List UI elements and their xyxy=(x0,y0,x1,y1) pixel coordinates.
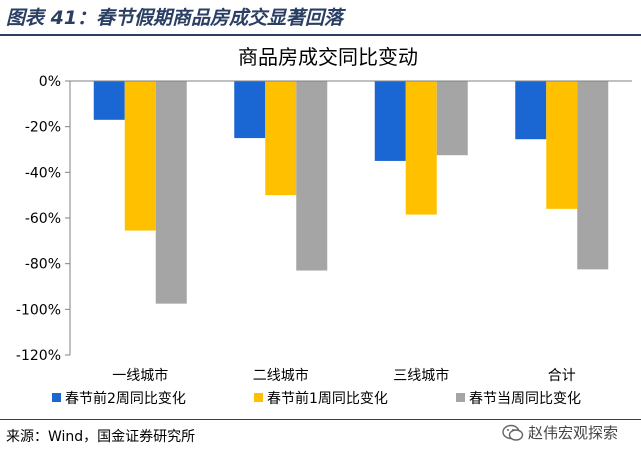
bars xyxy=(93,81,609,304)
x-tick-label: 一线城市 xyxy=(112,367,168,384)
legend-swatch xyxy=(254,393,263,402)
bar xyxy=(124,81,156,231)
y-tick-label: -120% xyxy=(16,348,61,364)
bar xyxy=(296,81,328,271)
y-axis: 0% -20% -40% -60% -80% -100% -120% xyxy=(16,74,71,364)
bar xyxy=(265,81,297,196)
legend-label: 春节前1周同比变化 xyxy=(267,390,388,407)
legend: 春节前2周同比变化 春节前1周同比变化 春节当周同比变化 xyxy=(52,390,581,407)
bar xyxy=(577,81,609,270)
x-tick-label: 三线城市 xyxy=(393,367,449,384)
legend-swatch xyxy=(456,393,465,402)
x-tick-label: 二线城市 xyxy=(253,367,309,384)
wechat-icon xyxy=(502,424,524,441)
bar xyxy=(515,81,547,140)
bar xyxy=(93,81,125,120)
watermark-text: 赵伟宏观探索 xyxy=(528,424,619,442)
figure-title: 图表 41：春节假期商品房成交显著回落 xyxy=(6,7,344,29)
x-axis: 一线城市 二线城市 三线城市 合计 xyxy=(70,80,632,384)
title-rule xyxy=(0,34,641,36)
y-tick-label: -20% xyxy=(25,120,61,136)
bar xyxy=(155,81,187,304)
bar xyxy=(436,81,468,156)
y-tick-label: -100% xyxy=(16,302,61,318)
bar xyxy=(546,81,578,209)
source-note: 来源：Wind，国金证券研究所 xyxy=(6,429,196,445)
bar xyxy=(374,81,406,161)
legend-label: 春节当周同比变化 xyxy=(469,391,581,407)
bar xyxy=(405,81,437,215)
y-tick-label: -40% xyxy=(25,165,61,181)
y-tick-label: -80% xyxy=(25,257,61,273)
y-tick-label: 0% xyxy=(39,74,61,90)
bar-chart: 商品房成交同比变动 0% -20% -40% -60% -80% -100% -120% 一… xyxy=(16,45,632,407)
chart-title: 商品房成交同比变动 xyxy=(238,45,418,69)
legend-label: 春节前2周同比变化 xyxy=(65,390,186,407)
bar xyxy=(234,81,266,139)
legend-swatch xyxy=(52,393,61,402)
watermark: 赵伟宏观探索 xyxy=(502,422,618,443)
x-tick-label: 合计 xyxy=(548,368,576,384)
y-tick-label: -60% xyxy=(25,211,61,227)
source-rule xyxy=(0,419,641,420)
